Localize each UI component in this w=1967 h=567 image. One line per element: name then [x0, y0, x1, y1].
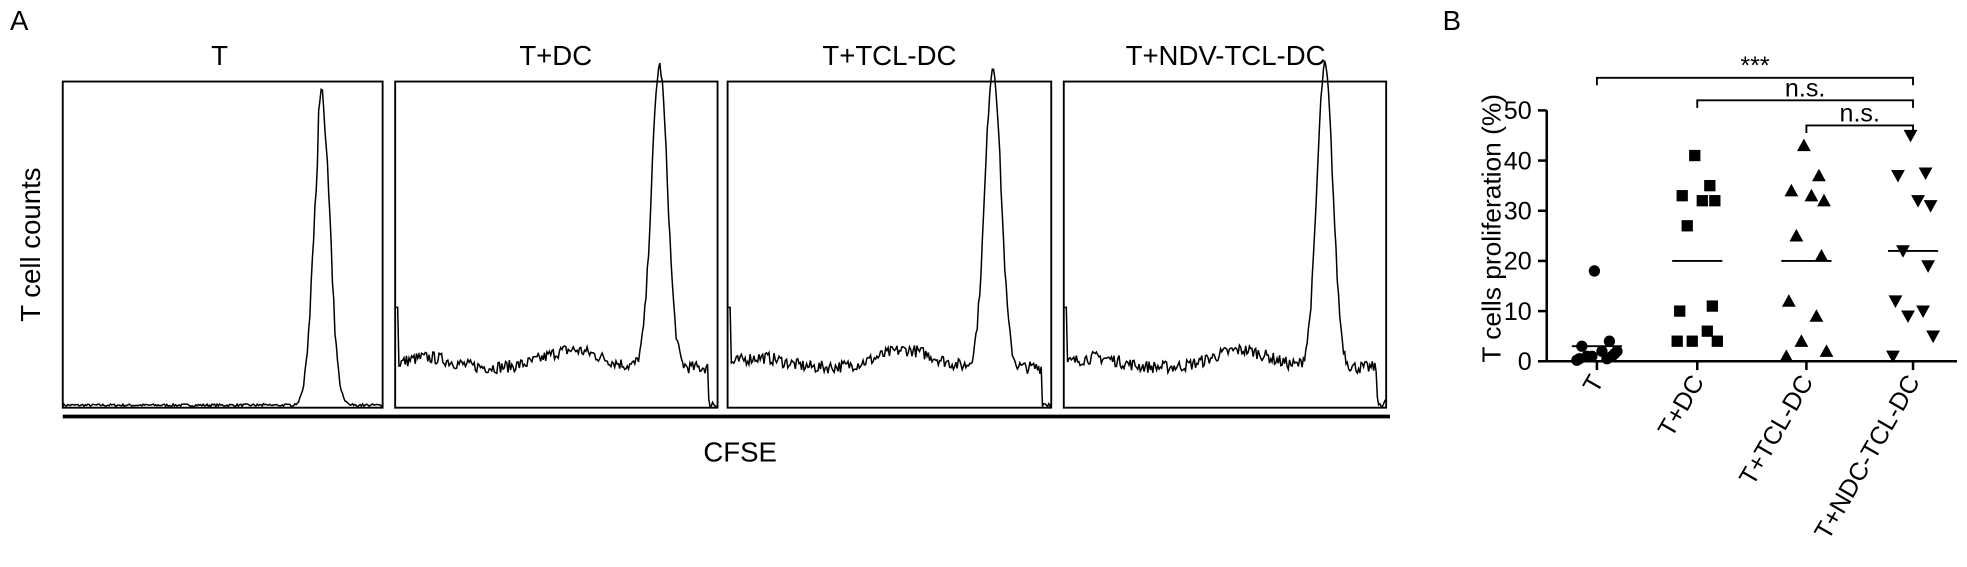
histogram-title: T+TCL-DC	[822, 40, 956, 71]
data-point	[1603, 335, 1616, 347]
data-point	[1601, 353, 1613, 365]
data-point	[1918, 167, 1933, 181]
y-tick-label: 50	[1504, 97, 1532, 125]
histogram-frame	[1062, 80, 1388, 409]
histogram-frame	[61, 80, 384, 409]
data-point	[1794, 334, 1809, 347]
histogram-title: T	[211, 40, 228, 71]
y-tick-label: 10	[1504, 298, 1532, 326]
y-tick-label: 30	[1504, 198, 1532, 226]
x-tick-label: T+NDC-TCL-DC	[1809, 370, 1926, 544]
significance-bracket	[1696, 99, 1914, 108]
data-point	[1789, 228, 1804, 242]
data-point	[1701, 325, 1713, 337]
data-point	[1704, 180, 1716, 192]
data-point	[1671, 335, 1683, 347]
histogram-trace	[62, 88, 383, 408]
data-point	[1676, 190, 1688, 202]
data-point	[1796, 138, 1811, 152]
data-point	[1586, 350, 1598, 362]
x-tick-label: T+DC	[1653, 370, 1710, 441]
data-point	[1911, 195, 1925, 208]
data-point	[1817, 193, 1831, 207]
significance-bracket	[1595, 76, 1914, 86]
data-point	[1901, 310, 1915, 324]
data-point	[1706, 300, 1718, 312]
significance-label: ***	[1740, 52, 1770, 80]
data-point	[1819, 344, 1834, 357]
data-point	[1588, 265, 1601, 277]
histogram-trace	[727, 68, 1052, 409]
data-point	[1921, 260, 1935, 273]
data-point	[1696, 195, 1708, 207]
y-axis-label: T cells proliferation (%)	[1476, 94, 1506, 363]
data-point	[1571, 354, 1583, 366]
data-point	[1709, 195, 1721, 207]
significance-label: n.s.	[1785, 75, 1825, 103]
histogram-trace	[395, 62, 718, 408]
panel-label: B	[1443, 5, 1461, 36]
histogram-trace	[1063, 60, 1387, 408]
data-point	[1689, 149, 1701, 162]
data-point	[1809, 309, 1824, 322]
histogram-frame	[726, 80, 1053, 409]
data-point	[1804, 188, 1819, 202]
y-axis-label: T cell counts	[15, 167, 46, 321]
data-point	[1903, 129, 1918, 143]
y-tick-label: 40	[1504, 147, 1532, 175]
x-axis-label: CFSE	[703, 437, 777, 468]
data-point	[1916, 305, 1930, 318]
data-point	[1814, 249, 1829, 262]
x-tick-label: T+TCL-DC	[1734, 370, 1819, 490]
significance-bracket	[1805, 124, 1914, 133]
y-tick-label: 0	[1518, 348, 1532, 376]
data-point	[1784, 183, 1799, 197]
significance-label: n.s.	[1840, 100, 1880, 128]
data-point	[1923, 200, 1938, 213]
data-point	[1888, 295, 1903, 308]
data-point	[1886, 350, 1900, 364]
data-point	[1711, 335, 1723, 347]
data-point	[1681, 220, 1693, 232]
histogram-title: T+DC	[519, 40, 592, 71]
data-point	[1686, 335, 1698, 347]
data-point	[1926, 330, 1940, 344]
y-tick-label: 20	[1504, 248, 1532, 276]
data-point	[1779, 349, 1794, 362]
histogram-frame	[394, 80, 719, 409]
histogram-title: T+NDV-TCL-DC	[1126, 40, 1326, 71]
x-tick-label: T	[1578, 370, 1610, 397]
data-point	[1812, 168, 1826, 182]
data-point	[1611, 345, 1623, 357]
data-point	[1891, 169, 1905, 183]
data-point	[1674, 305, 1686, 317]
panel-label: A	[10, 5, 29, 36]
data-point	[1781, 294, 1796, 307]
